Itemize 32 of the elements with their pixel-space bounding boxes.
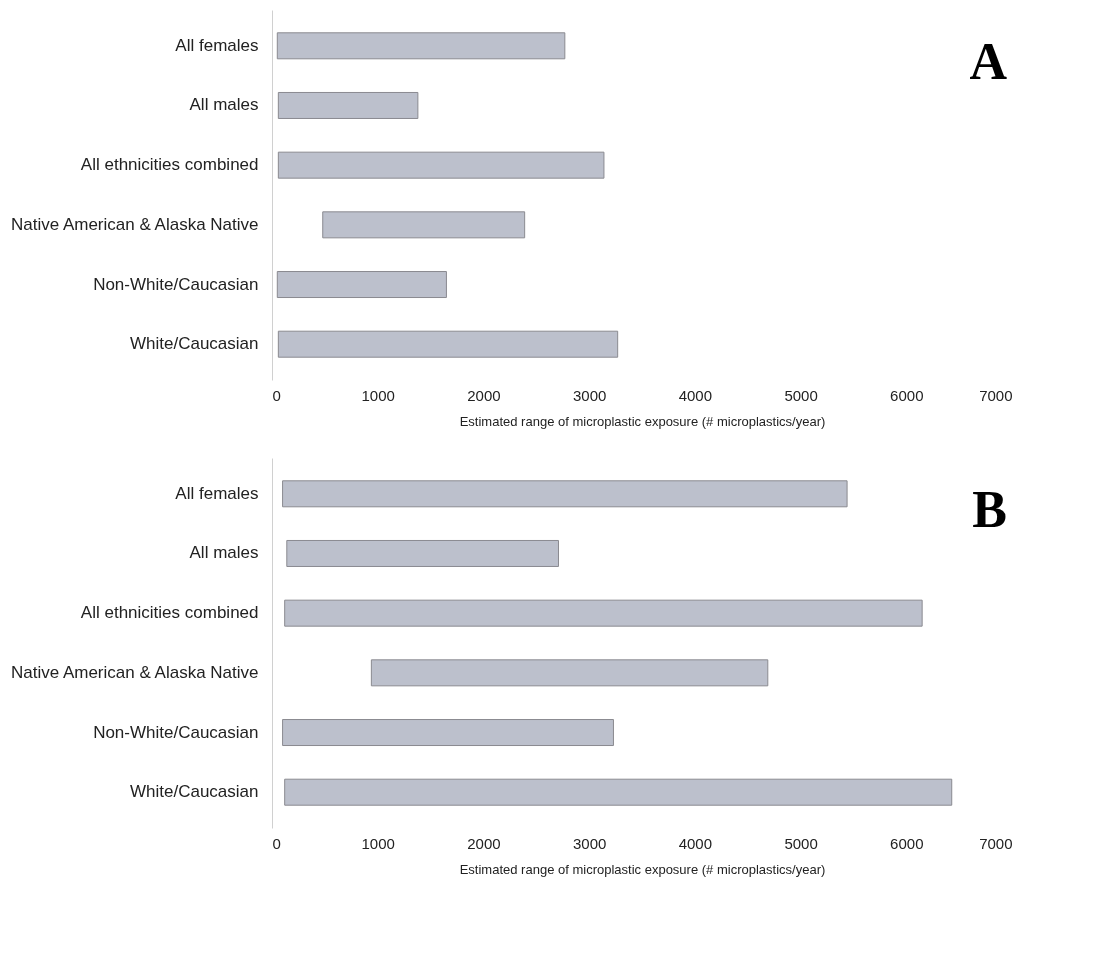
annotation: B [972, 481, 1007, 538]
y-tick-label: All males [189, 95, 259, 115]
x-tick-label: 7000 [979, 386, 1013, 404]
x-tick-label: 2000 [467, 386, 501, 404]
x-tick-label: 7000 [979, 834, 1013, 852]
x-tick-label: 3000 [572, 834, 607, 852]
x-tick-label: 2000 [467, 834, 501, 852]
y-tick-label: All females [175, 483, 259, 503]
x-axis-title: Estimated range of microplastic exposure (# microplastics/year) [459, 413, 826, 429]
annotation: A [969, 33, 1008, 90]
x-tick-label: 1000 [361, 386, 395, 404]
x-tick-label: 6000 [890, 386, 924, 404]
y-tick-label: All females [175, 35, 259, 55]
x-axis-title: Estimated range of microplastic exposure (# microplastics/year) [459, 861, 826, 877]
y-tick-label: White/Caucasian [129, 334, 259, 354]
y-tick-label: All males [189, 543, 259, 563]
x-tick-label: 3000 [572, 386, 607, 404]
x-tick-label: 6000 [890, 834, 924, 852]
x-tick-label: 0 [272, 834, 281, 852]
x-tick-label: 5000 [784, 386, 818, 404]
x-tick-label: 1000 [361, 834, 395, 852]
y-tick-label: Non-White/Caucasian [93, 722, 259, 742]
y-tick-label: All ethnicities combined [80, 603, 259, 623]
x-tick-label: 5000 [784, 834, 818, 852]
y-tick-label: All ethnicities combined [80, 155, 259, 175]
x-tick-label: 0 [272, 386, 281, 404]
y-tick-label: White/Caucasian [129, 782, 259, 802]
y-tick-label: Native American & Alaska Native [10, 662, 259, 682]
x-tick-label: 4000 [678, 386, 713, 404]
y-tick-label: Non-White/Caucasian [93, 274, 259, 294]
y-tick-label: Native American & Alaska Native [10, 214, 259, 234]
x-tick-label: 4000 [678, 834, 713, 852]
